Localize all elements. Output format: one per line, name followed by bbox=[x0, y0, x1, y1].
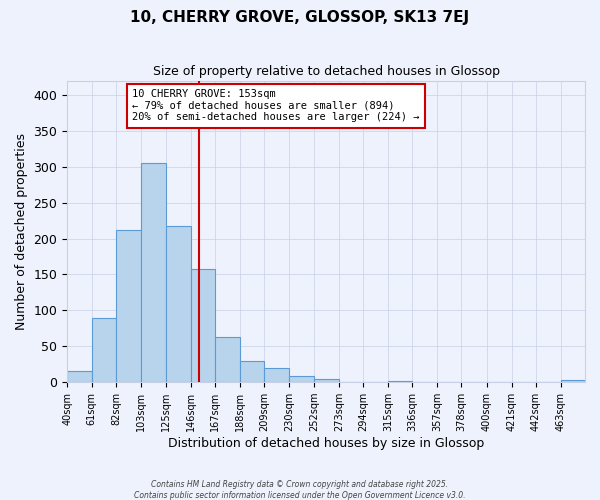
Bar bbox=[560, 380, 585, 382]
X-axis label: Distribution of detached houses by size in Glossop: Distribution of detached houses by size … bbox=[168, 437, 484, 450]
Bar bbox=[67, 372, 92, 382]
Bar bbox=[215, 337, 240, 382]
Text: 10, CHERRY GROVE, GLOSSOP, SK13 7EJ: 10, CHERRY GROVE, GLOSSOP, SK13 7EJ bbox=[130, 10, 470, 25]
Bar bbox=[92, 318, 116, 382]
Bar bbox=[240, 360, 264, 382]
Title: Size of property relative to detached houses in Glossop: Size of property relative to detached ho… bbox=[152, 65, 500, 78]
Bar bbox=[388, 381, 412, 382]
Text: Contains HM Land Registry data © Crown copyright and database right 2025.
Contai: Contains HM Land Registry data © Crown c… bbox=[134, 480, 466, 500]
Bar bbox=[140, 163, 166, 382]
Y-axis label: Number of detached properties: Number of detached properties bbox=[15, 133, 28, 330]
Bar bbox=[166, 226, 191, 382]
Bar bbox=[116, 230, 140, 382]
Bar bbox=[264, 368, 289, 382]
Bar bbox=[289, 376, 314, 382]
Bar bbox=[314, 380, 339, 382]
Text: 10 CHERRY GROVE: 153sqm
← 79% of detached houses are smaller (894)
20% of semi-d: 10 CHERRY GROVE: 153sqm ← 79% of detache… bbox=[133, 89, 420, 122]
Bar bbox=[191, 268, 215, 382]
